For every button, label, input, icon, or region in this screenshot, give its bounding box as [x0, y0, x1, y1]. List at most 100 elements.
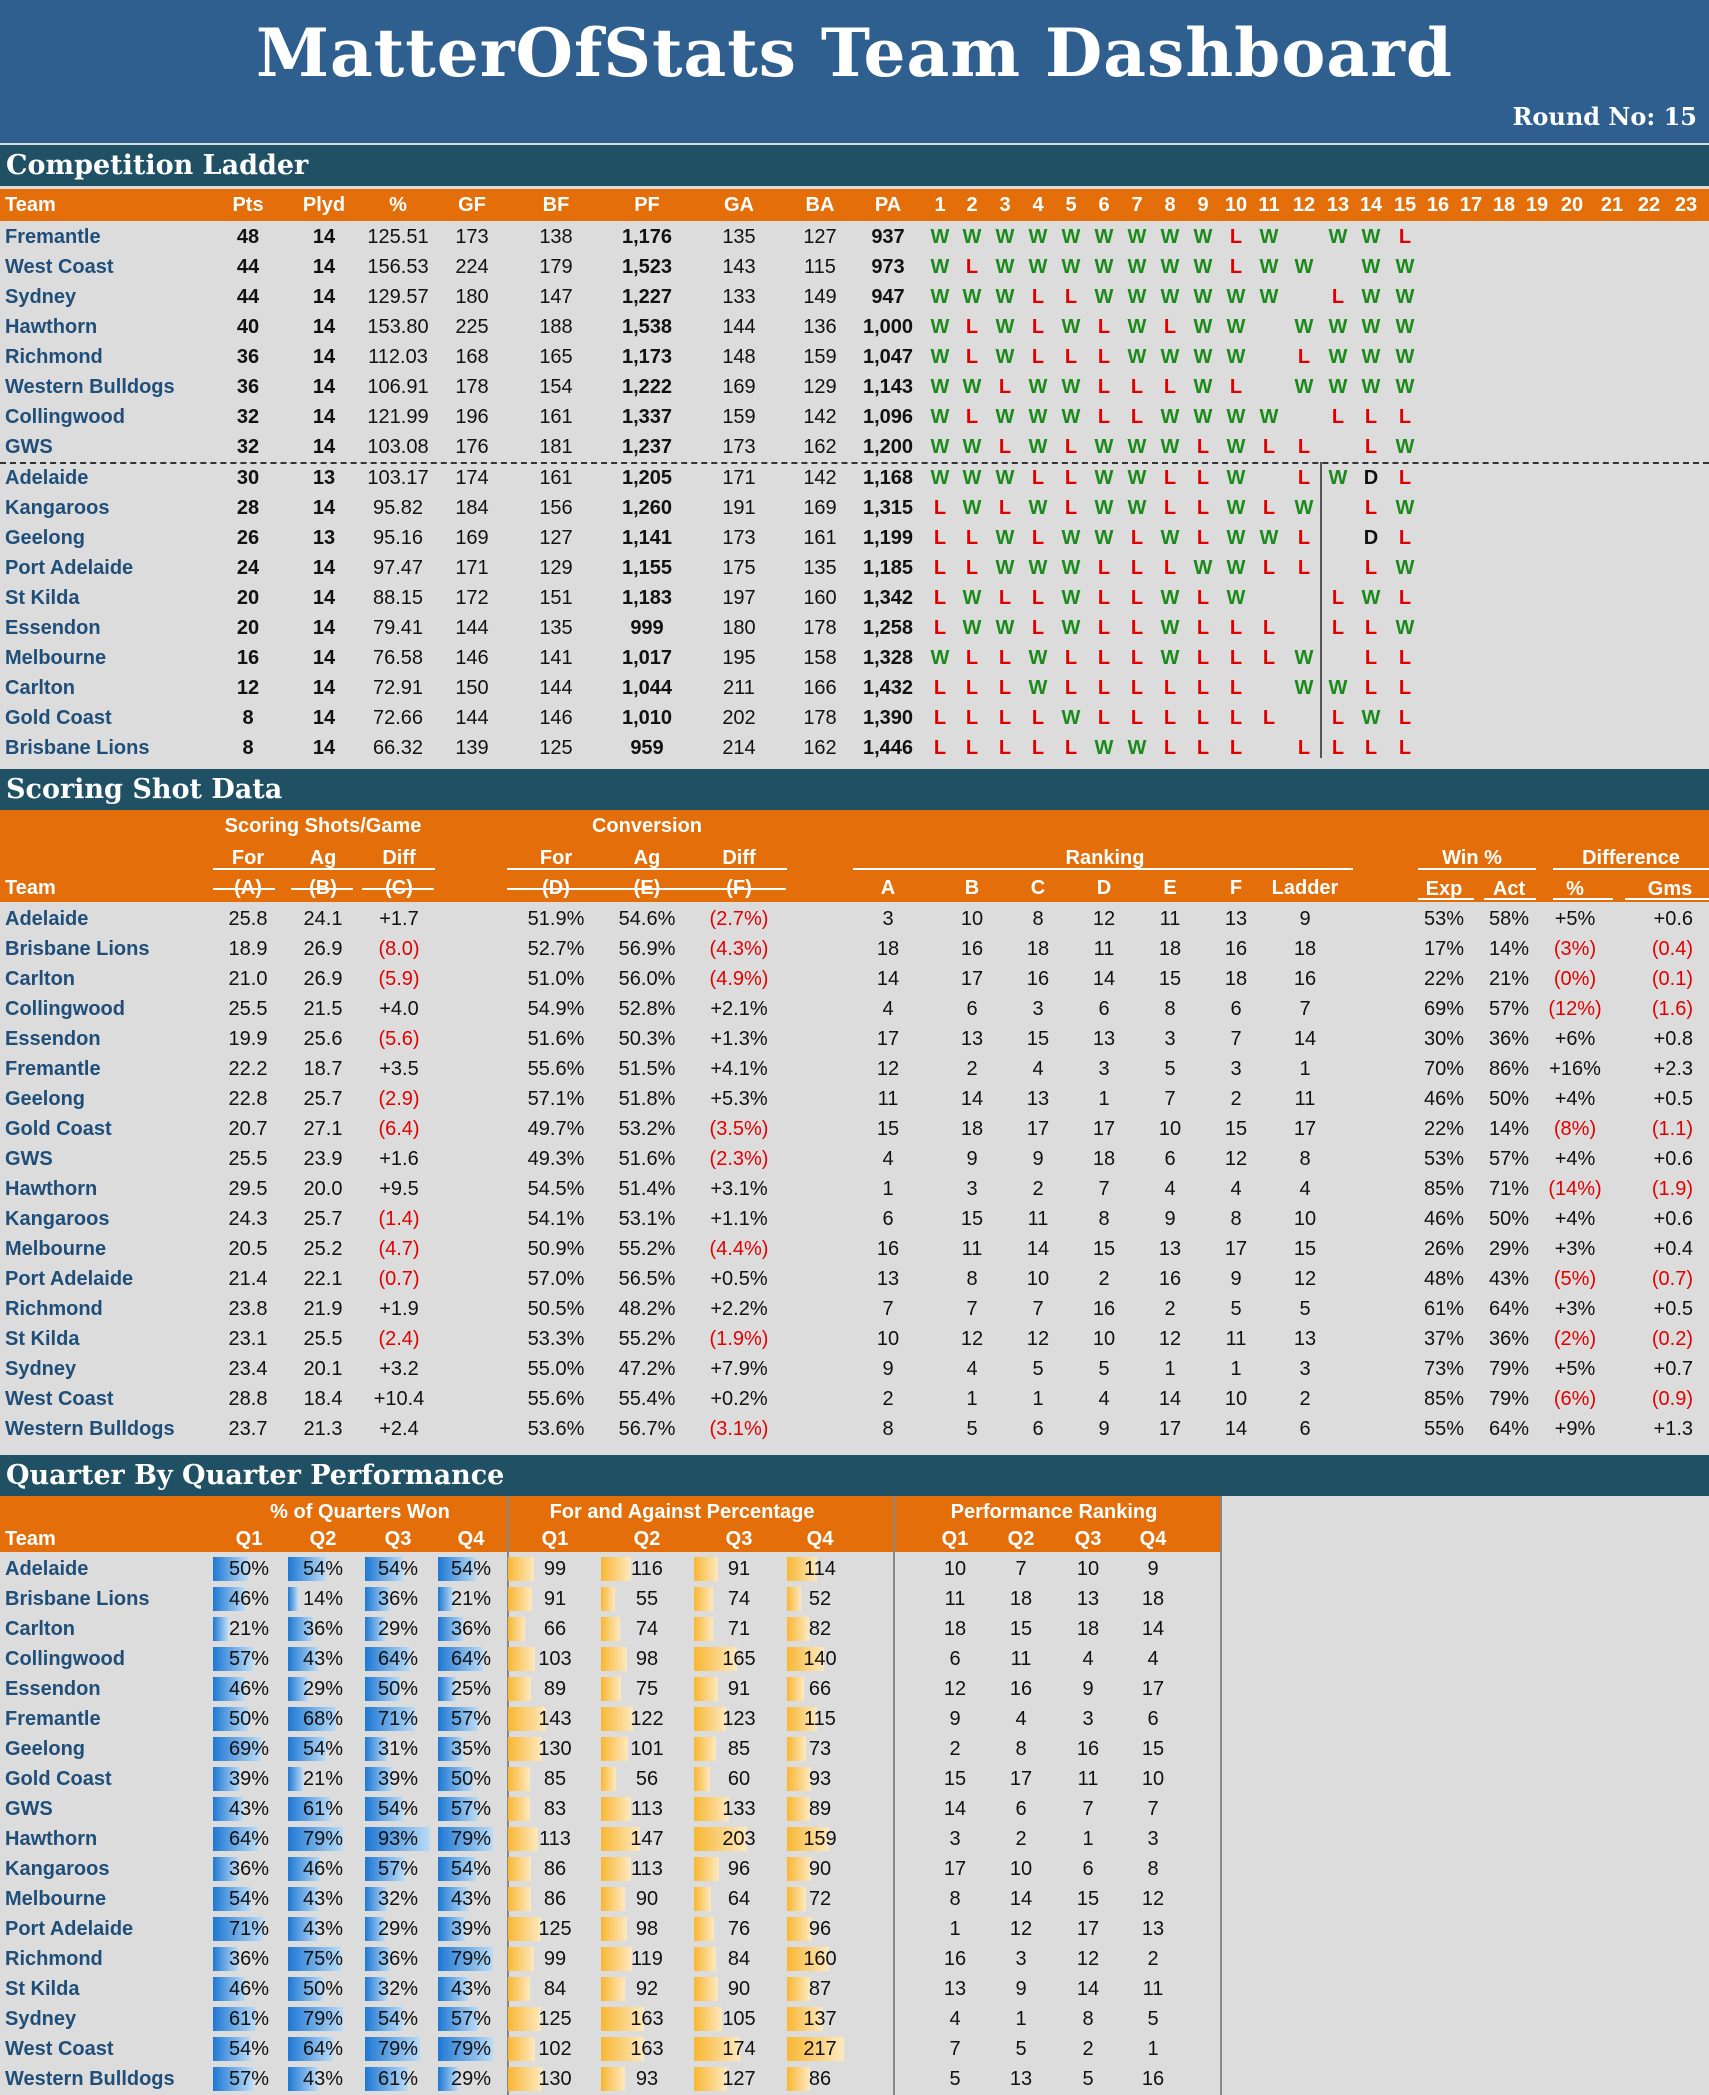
quarters-fa-value: 74	[635, 1618, 659, 1640]
scoring-cell-f: (2.3%)	[709, 1148, 769, 1170]
scoring-sub-exp: Exp	[1425, 878, 1463, 900]
ladder-cell-gf: 196	[455, 406, 489, 428]
scoring-cell-rl: 5	[1299, 1298, 1311, 1320]
quarters-rank-value: 16	[1141, 2068, 1165, 2090]
ladder-cell-pf: 1,222	[621, 376, 673, 398]
ladder-result-round-9: L	[1196, 527, 1210, 549]
scoring-cell-dg: (0.4)	[1651, 938, 1693, 960]
scoring-cell-d: 54.9%	[527, 998, 585, 1020]
ladder-team-name: Port Adelaide	[5, 557, 134, 579]
quarters-won-value: 61%	[302, 1798, 344, 1820]
scoring-cell-rd: 14	[1092, 968, 1116, 990]
scoring-cell-rl: 15	[1293, 1238, 1317, 1260]
scoring-cell-e: 54.6%	[618, 908, 676, 930]
ladder-cell-plyd: 14	[312, 737, 336, 759]
ladder-cell-gf: 180	[455, 286, 489, 308]
ladder-result-round-1: W	[930, 286, 950, 308]
ladder-team-name: Gold Coast	[5, 707, 112, 729]
quarters-won-value: 32%	[377, 1978, 419, 2000]
quarters-won-databar	[213, 1677, 245, 1701]
quarters-won-databar	[213, 1737, 261, 1761]
quarters-fa-databar	[694, 1857, 719, 1881]
scoring-cell-a: 28.8	[228, 1388, 268, 1410]
ladder-result-round-12: W	[1294, 497, 1314, 519]
ladder-cell-bf: 129	[539, 557, 573, 579]
ladder-result-round-3: W	[995, 617, 1015, 639]
ladder-result-round-6: L	[1097, 707, 1111, 729]
ladder-result-round-4: W	[1028, 256, 1048, 278]
quarters-fa-value: 83	[543, 1798, 567, 1820]
scoring-cell-b: 21.9	[303, 1298, 343, 1320]
scoring-cell-act: 29%	[1488, 1238, 1530, 1260]
ladder-round-header: 9	[1197, 194, 1209, 216]
ladder-result-round-7: W	[1127, 346, 1147, 368]
quarters-fa-databar	[508, 1947, 534, 1971]
ladder-result-round-2: L	[965, 256, 979, 278]
scoring-cell-dg: (0.7)	[1651, 1268, 1693, 1290]
ladder-cell-plyd: 14	[312, 286, 336, 308]
quarters-fa-value: 130	[538, 2068, 572, 2090]
quarters-won-databar	[213, 1797, 243, 1821]
ladder-result-round-9: W	[1193, 286, 1213, 308]
ladder-result-round-4: L	[1031, 527, 1045, 549]
quarters-team-name: Gold Coast	[5, 1768, 112, 1790]
quarters-won-databar	[213, 1887, 251, 1911]
scoring-cell-rf: 3	[1230, 1058, 1242, 1080]
quarters-won-value: 43%	[302, 2068, 344, 2090]
quarters-group-won: % of Quarters Won	[270, 1501, 450, 1523]
quarters-won-value: 64%	[377, 1648, 419, 1670]
quarters-won-value: 39%	[450, 1918, 492, 1940]
ladder-result-round-10: L	[1229, 647, 1243, 669]
scoring-cell-exp: 22%	[1423, 1118, 1465, 1140]
quarters-team-name: Port Adelaide	[5, 1918, 134, 1940]
quarters-fa-databar	[787, 1587, 801, 1611]
scoring-cell-act: 79%	[1488, 1358, 1530, 1380]
ladder-result-round-4: L	[1031, 587, 1045, 609]
ladder-result-round-14: W	[1361, 707, 1381, 729]
scoring-cell-d: 55.6%	[527, 1388, 585, 1410]
quarters-won-databar	[213, 1977, 245, 2001]
scoring-cell-e: 56.7%	[618, 1418, 676, 1440]
quarters-fa-databar	[508, 1737, 542, 1761]
quarters-rank-value: 9	[1147, 1558, 1159, 1580]
quarters-rank-value: 8	[1082, 2008, 1094, 2030]
ladder-result-round-15: W	[1395, 256, 1415, 278]
ladder-cell-ba: 162	[803, 436, 837, 458]
quarters-fa-value: 163	[630, 2008, 664, 2030]
scoring-cell-exp: 73%	[1423, 1358, 1465, 1380]
ladder-result-round-5: L	[1064, 346, 1078, 368]
ladder-result-round-6: W	[1094, 286, 1114, 308]
ladder-cell-pct: 103.08	[367, 436, 429, 458]
ladder-cell-pa: 1,168	[862, 467, 914, 489]
ladder-result-round-6: W	[1094, 737, 1114, 759]
ladder-cell-bf: 156	[539, 497, 573, 519]
ladder-result-round-12: W	[1294, 316, 1314, 338]
ladder-cell-bf: 179	[539, 256, 573, 278]
quarters-won-databar	[438, 1677, 456, 1701]
quarters-fa-value: 113	[539, 1828, 571, 1850]
scoring-cell-b: 18.4	[303, 1388, 343, 1410]
scoring-cell-d: 57.1%	[527, 1088, 585, 1110]
quarters-fa-value: 143	[538, 1708, 572, 1730]
ladder-result-round-13: L	[1331, 286, 1345, 308]
ladder-round-header: 14	[1359, 194, 1383, 216]
ladder-round-header: 16	[1426, 194, 1450, 216]
quarters-rank-value: 12	[943, 1678, 967, 1700]
scoring-cell-dp: +4%	[1554, 1148, 1596, 1170]
scoring-group-difference: Difference	[1582, 847, 1680, 869]
ladder-result-round-8: W	[1160, 647, 1180, 669]
ladder-round-header: 18	[1492, 194, 1516, 216]
quarters-fa-databar	[694, 1977, 718, 2001]
ladder-cell-plyd: 14	[312, 436, 336, 458]
quarters-rank-value: 16	[1076, 1738, 1100, 1760]
ladder-cell-pa: 1,390	[862, 707, 914, 729]
ladder-result-round-6: L	[1097, 647, 1111, 669]
scoring-cell-d: 53.3%	[527, 1328, 585, 1350]
quarters-fa-value: 125	[538, 2008, 572, 2030]
ladder-cell-gf: 144	[455, 707, 489, 729]
ladder-result-round-7: L	[1130, 677, 1144, 699]
quarters-rank-value: 6	[1082, 1858, 1094, 1880]
quarters-fa-value: 123	[722, 1708, 756, 1730]
ladder-cell-plyd: 14	[312, 587, 336, 609]
ladder-result-round-11: W	[1259, 406, 1279, 428]
